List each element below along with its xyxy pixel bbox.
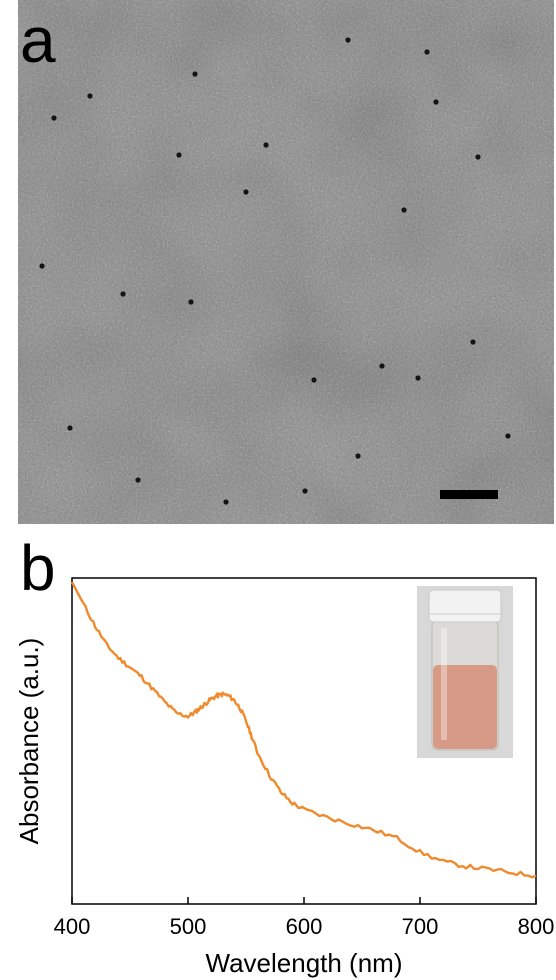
vial-liquid	[433, 665, 497, 749]
nanoparticle-dot	[223, 499, 229, 505]
nanoparticle-dot	[243, 189, 249, 195]
nanoparticle-dot	[475, 154, 481, 160]
nanoparticles	[39, 37, 511, 505]
absorbance-chart: 400 500 600 700 800 Wavelength (nm) Absorban…	[14, 577, 555, 978]
nanoparticle-dot	[39, 263, 45, 269]
absorbance-series-line	[70, 581, 537, 879]
nanoparticle-dot	[505, 433, 511, 439]
x-axis-label: Wavelength (nm)	[206, 948, 403, 978]
vial-photo-inset	[417, 586, 513, 758]
nanoparticle-dot	[424, 49, 430, 55]
nanoparticle-dot	[302, 488, 308, 494]
nanoparticle-dot	[379, 363, 385, 369]
x-tick-label: 500	[170, 914, 207, 939]
x-tick-label: 800	[518, 914, 555, 939]
panel-label-a: a	[20, 4, 56, 76]
nanoparticle-dot	[120, 291, 126, 297]
tem-contrast-variation	[18, 0, 554, 524]
nanoparticle-dot	[470, 339, 476, 345]
scale-bar	[440, 490, 498, 499]
panel-label-b: b	[20, 532, 56, 604]
x-tick-label: 700	[402, 914, 439, 939]
x-axis-ticks: 400 500 600 700 800	[54, 897, 555, 939]
nanoparticle-dot	[188, 299, 194, 305]
nanoparticle-dot	[433, 99, 439, 105]
nanoparticle-dot	[263, 142, 269, 148]
nanoparticle-dot	[355, 453, 361, 459]
y-axis-label: Absorbance (a.u.)	[14, 638, 44, 845]
nanoparticle-dot	[345, 37, 351, 43]
nanoparticle-dot	[192, 71, 198, 77]
nanoparticle-dot	[311, 377, 317, 383]
nanoparticle-dot	[135, 477, 141, 483]
tem-micrograph	[18, 0, 554, 524]
nanoparticle-dot	[401, 207, 407, 213]
nanoparticle-dot	[51, 115, 57, 121]
vial-highlight	[441, 628, 447, 740]
x-tick-label: 400	[54, 914, 91, 939]
vial-cap	[428, 589, 502, 623]
x-tick-label: 600	[286, 914, 323, 939]
nanoparticle-dot	[415, 375, 421, 381]
nanoparticle-dot	[87, 93, 93, 99]
nanoparticle-dot	[176, 152, 182, 158]
nanoparticle-dot	[67, 425, 73, 431]
